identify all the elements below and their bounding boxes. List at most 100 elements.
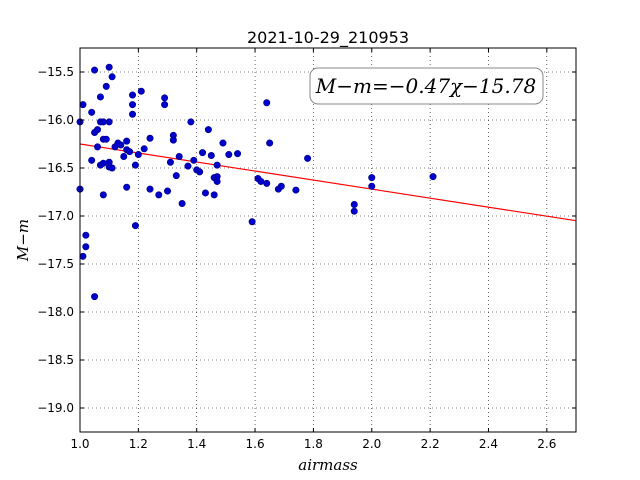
data-point — [120, 152, 128, 160]
x-tick-label: 1.0 — [70, 437, 89, 451]
data-point — [161, 101, 169, 109]
data-point — [219, 139, 227, 147]
data-point — [277, 182, 285, 190]
data-point — [131, 222, 139, 230]
x-tick-label: 2.0 — [362, 437, 381, 451]
data-point — [292, 186, 300, 194]
data-point — [99, 191, 107, 199]
data-point — [79, 252, 87, 260]
data-point — [129, 101, 137, 109]
data-point — [146, 185, 154, 193]
fit-line — [79, 143, 577, 222]
data-point — [155, 191, 163, 199]
y-axis-label: M−m — [14, 219, 32, 262]
data-point — [88, 156, 96, 164]
data-point — [146, 134, 154, 142]
data-point — [172, 172, 180, 180]
data-point — [263, 179, 271, 187]
data-point — [207, 152, 215, 160]
data-point — [105, 158, 113, 166]
data-point — [88, 108, 96, 116]
x-tick-label: 1.6 — [246, 437, 265, 451]
data-point — [99, 118, 107, 126]
data-point — [187, 118, 195, 126]
x-tick-label: 2.2 — [421, 437, 440, 451]
data-point — [94, 126, 102, 134]
data-point — [213, 173, 221, 181]
x-tick-label: 1.8 — [304, 437, 323, 451]
data-point — [102, 82, 110, 90]
data-point — [201, 189, 209, 197]
data-point — [140, 145, 148, 153]
data-point — [105, 118, 113, 126]
data-point — [234, 150, 242, 158]
data-point — [91, 293, 99, 301]
data-point — [102, 135, 110, 143]
y-tick-label: −16.0 — [37, 113, 74, 127]
data-point — [123, 183, 131, 191]
y-tick-label: −18.0 — [37, 305, 74, 319]
data-point — [91, 66, 99, 74]
data-point — [126, 148, 134, 156]
data-point — [257, 177, 265, 185]
x-tick-label: 2.6 — [537, 437, 556, 451]
data-point — [79, 101, 87, 109]
y-tick-label: −15.5 — [37, 65, 74, 79]
chart-title: 2021-10-29_210953 — [247, 28, 409, 48]
data-point — [129, 91, 137, 99]
data-point — [204, 126, 212, 134]
data-point — [429, 173, 437, 181]
data-point — [368, 174, 376, 182]
data-point — [266, 139, 274, 147]
data-point — [117, 141, 125, 149]
data-point — [263, 99, 271, 107]
x-tick-label: 1.4 — [187, 437, 206, 451]
data-point — [350, 200, 358, 208]
data-point — [82, 231, 90, 239]
data-point — [190, 156, 198, 164]
data-point — [82, 243, 90, 251]
fit-line-group — [79, 143, 577, 222]
data-point — [108, 73, 116, 81]
y-tick-label: −16.5 — [37, 161, 74, 175]
fit-equation-box: M−m=−0.47χ−15.78 — [309, 67, 544, 105]
y-tick-label: −19.0 — [37, 401, 74, 415]
data-point — [161, 94, 169, 102]
data-point — [164, 187, 172, 195]
data-point — [196, 168, 204, 176]
data-point — [175, 152, 183, 160]
data-point — [131, 161, 139, 169]
data-point — [99, 159, 107, 167]
data-point — [225, 151, 233, 159]
data-point — [199, 149, 207, 157]
data-point — [184, 162, 192, 170]
data-point — [169, 136, 177, 144]
data-point — [123, 137, 131, 145]
x-tick-label: 2.4 — [479, 437, 498, 451]
equation-box-border — [309, 67, 544, 105]
data-point — [134, 151, 142, 159]
y-tick-label: −18.5 — [37, 353, 74, 367]
data-point — [129, 110, 137, 118]
data-point — [96, 93, 104, 101]
data-point — [94, 143, 102, 151]
data-point — [304, 154, 312, 162]
data-point — [350, 207, 358, 215]
fit-equation: M−m=−0.47χ−15.78 — [315, 74, 536, 98]
data-point — [368, 182, 376, 190]
scatter-points — [76, 63, 437, 301]
grid-lines — [79, 48, 576, 432]
x-axis-label: airmass — [298, 456, 358, 474]
data-point — [178, 200, 186, 208]
data-point — [166, 158, 174, 166]
data-point — [213, 161, 221, 169]
data-point — [210, 191, 218, 199]
plot-area-frame — [79, 47, 577, 433]
y-tick-label: −17.5 — [37, 257, 74, 271]
y-tick-label: −17.0 — [37, 209, 74, 223]
data-point — [248, 218, 256, 226]
data-point — [137, 87, 145, 95]
data-point — [105, 63, 113, 71]
